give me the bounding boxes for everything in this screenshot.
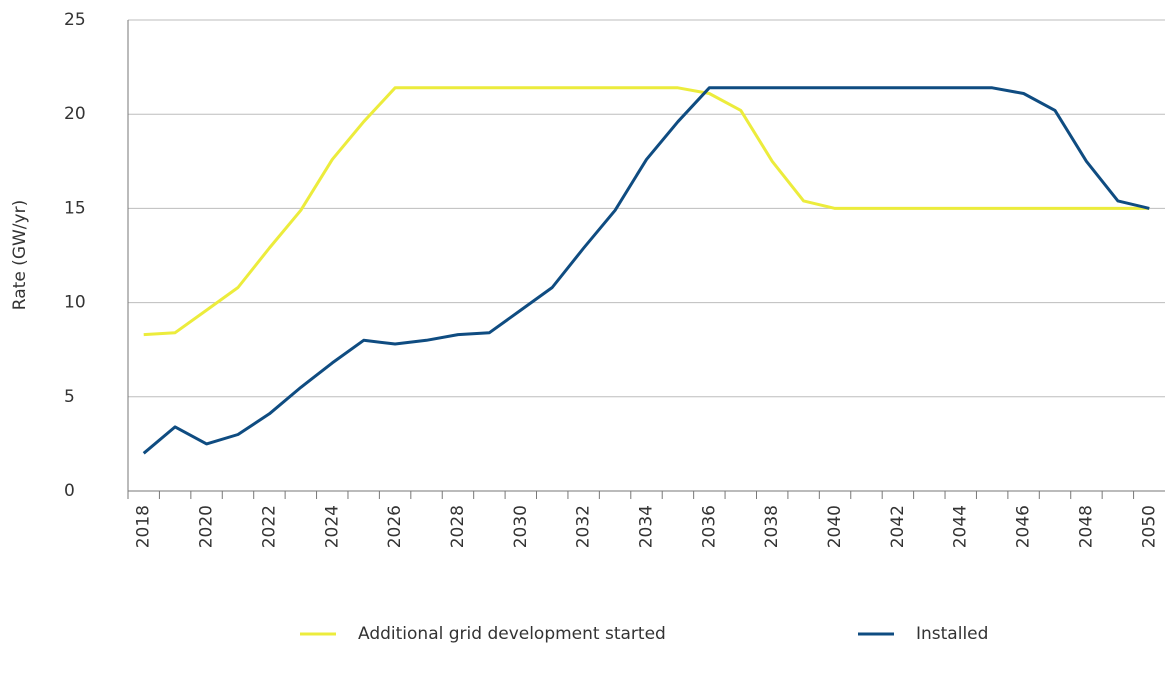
x-tick-label: 2026 (385, 505, 405, 548)
y-tick-label: 0 (64, 481, 75, 501)
x-tick-label: 2040 (825, 505, 845, 548)
x-tick-label: 2030 (511, 505, 531, 548)
y-tick-label: 15 (64, 198, 86, 218)
y-axis-label: Rate (GW/yr) (10, 200, 30, 310)
series-line (142, 86, 1150, 455)
x-tick-label: 2022 (259, 505, 279, 548)
x-tick-label: 2042 (888, 505, 908, 548)
x-tick-label: 2036 (699, 505, 719, 548)
x-tick-label: 2028 (448, 505, 468, 548)
y-tick-label: 25 (64, 10, 86, 30)
x-tick-label: 2034 (637, 505, 657, 548)
x-tick-label: 2048 (1076, 505, 1096, 548)
x-tick-label: 2018 (134, 505, 154, 548)
series-line (143, 86, 1150, 337)
x-tick-label: 2044 (951, 505, 971, 548)
y-tick-label: 10 (64, 293, 86, 313)
x-tick-label: 2020 (197, 505, 217, 548)
y-tick-label: 20 (64, 104, 86, 124)
x-tick-label: 2050 (1139, 505, 1159, 548)
legend-label: Installed (916, 624, 988, 644)
x-tick-label: 2032 (574, 505, 594, 548)
x-tick-label: 2038 (762, 505, 782, 548)
y-tick-label: 5 (64, 387, 75, 407)
x-tick-label: 2046 (1014, 505, 1034, 548)
x-tick-label: 2024 (322, 505, 342, 548)
legend-label: Additional grid development started (358, 624, 666, 644)
